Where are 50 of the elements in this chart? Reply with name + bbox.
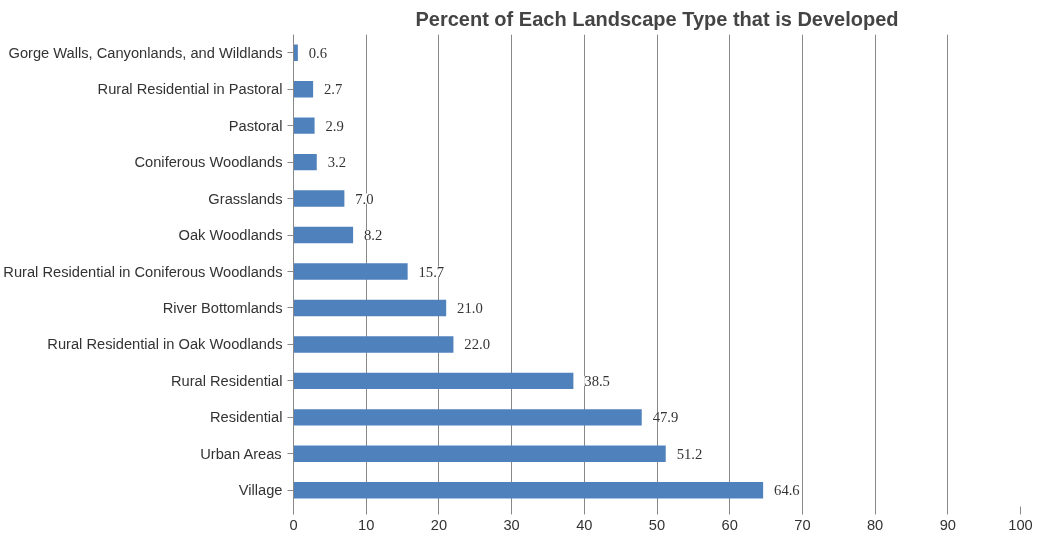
data-label: 8.2 bbox=[364, 227, 383, 244]
chart-title: Percent of Each Landscape Type that is Developed bbox=[415, 7, 899, 30]
bar bbox=[293, 153, 317, 171]
y-tick-label: Oak Woodlands bbox=[178, 227, 283, 244]
bar bbox=[293, 445, 666, 463]
bar bbox=[293, 80, 314, 98]
y-tick-label: Village bbox=[238, 482, 283, 499]
x-tick-label: 80 bbox=[866, 516, 884, 533]
data-label: 7.0 bbox=[355, 190, 374, 207]
x-tick-label: 50 bbox=[648, 516, 666, 533]
data-label: 22.0 bbox=[464, 336, 490, 353]
bar bbox=[293, 409, 642, 426]
data-label: 21.0 bbox=[457, 299, 483, 316]
data-label: 38.5 bbox=[584, 372, 610, 389]
y-tick-label: Rural Residential in Coniferous Woodlands bbox=[3, 263, 283, 280]
bar bbox=[293, 372, 574, 390]
y-tick-label: Rural Residential in Pastoral bbox=[97, 81, 283, 98]
y-tick-label: Urban Areas bbox=[200, 445, 282, 462]
y-tick-label: Rural Residential bbox=[170, 372, 283, 389]
y-tick-label: River Bottomlands bbox=[162, 299, 283, 316]
data-label: 51.2 bbox=[676, 445, 703, 462]
x-tick-label: 30 bbox=[503, 516, 520, 533]
bar bbox=[293, 299, 447, 317]
y-tick-label: Pastoral bbox=[228, 117, 283, 134]
y-tick-label: Coniferous Woodlands bbox=[134, 154, 283, 171]
x-tick-label: 0 bbox=[289, 516, 298, 533]
bar bbox=[293, 226, 354, 244]
x-tick-label: 40 bbox=[576, 516, 593, 533]
x-tick-label: 20 bbox=[430, 516, 448, 533]
data-label: 64.6 bbox=[774, 482, 800, 499]
x-tick-label: 60 bbox=[721, 516, 738, 533]
y-tick-label: Grasslands bbox=[208, 190, 283, 207]
x-tick-label: 10 bbox=[358, 516, 375, 533]
bar bbox=[293, 336, 454, 353]
x-tick-label: 90 bbox=[939, 516, 956, 533]
x-tick-label: 100 bbox=[1008, 516, 1033, 533]
data-label: 2.7 bbox=[324, 81, 343, 98]
y-tick-label: Rural Residential in Oak Woodlands bbox=[47, 336, 283, 353]
bar bbox=[293, 190, 345, 207]
data-label: 0.6 bbox=[308, 44, 328, 61]
data-label: 3.2 bbox=[327, 154, 346, 171]
data-label: 47.9 bbox=[652, 409, 679, 426]
data-label: 15.7 bbox=[418, 263, 445, 280]
x-tick-label: 70 bbox=[794, 516, 811, 533]
y-tick-label: Gorge Walls, Canyonlands, and Wildlands bbox=[8, 44, 283, 61]
bar bbox=[293, 263, 408, 280]
bar bbox=[293, 117, 315, 134]
bar bbox=[293, 482, 764, 499]
y-tick-label: Residential bbox=[209, 409, 283, 426]
data-label: 2.9 bbox=[325, 117, 344, 134]
